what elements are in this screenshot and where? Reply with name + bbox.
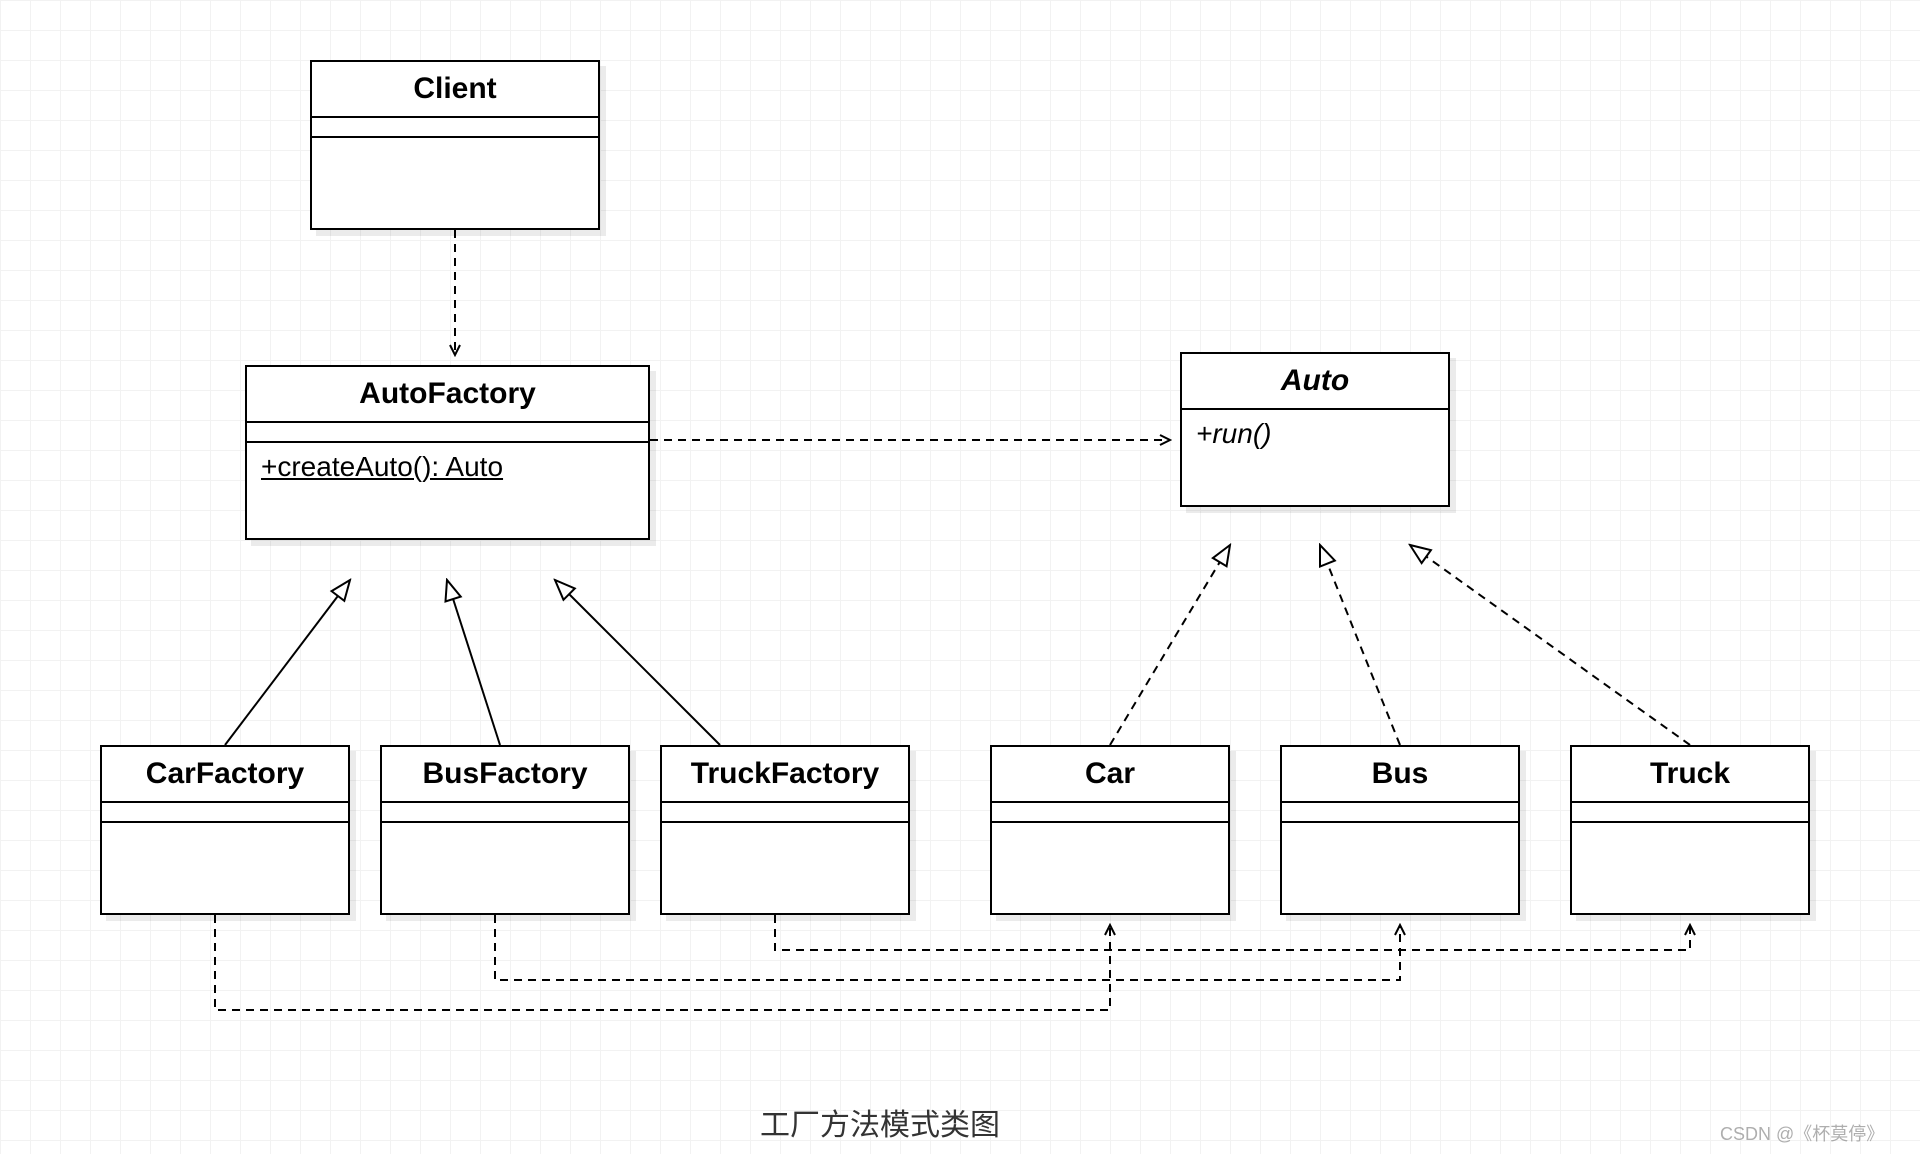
class-client: Client [310,60,600,230]
class-body [992,823,1228,867]
class-body: +createAuto(): Auto [247,443,648,491]
class-sep [992,803,1228,823]
class-title: Auto [1182,354,1448,410]
class-body [382,823,628,867]
class-body [1282,823,1518,867]
class-title: Truck [1572,747,1808,803]
class-body [662,823,908,867]
class-auto: Auto +run() [1180,352,1450,507]
class-body [312,138,598,182]
class-body [102,823,348,867]
class-title: Car [992,747,1228,803]
class-body: +run() [1182,410,1448,458]
class-sep [662,803,908,823]
class-sep [1282,803,1518,823]
class-sep [247,423,648,443]
class-truck: Truck [1570,745,1810,915]
class-sep [312,118,598,138]
class-title: Client [312,62,598,118]
class-truckfactory: TruckFactory [660,745,910,915]
watermark: CSDN @《杯莫停》 [1720,1120,1884,1146]
class-bus: Bus [1280,745,1520,915]
class-title: CarFactory [102,747,348,803]
method: +run() [1196,418,1271,449]
class-carfactory: CarFactory [100,745,350,915]
class-car: Car [990,745,1230,915]
class-sep [382,803,628,823]
class-body [1572,823,1808,867]
class-title: TruckFactory [662,747,908,803]
diagram-caption: 工厂方法模式类图 [760,1100,1000,1144]
class-title: Bus [1282,747,1518,803]
class-busfactory: BusFactory [380,745,630,915]
method: +createAuto(): Auto [261,451,503,482]
class-sep [102,803,348,823]
class-sep [1572,803,1808,823]
class-autofactory: AutoFactory +createAuto(): Auto [245,365,650,540]
grid-background [0,0,1920,1154]
class-title: BusFactory [382,747,628,803]
class-title: AutoFactory [247,367,648,423]
